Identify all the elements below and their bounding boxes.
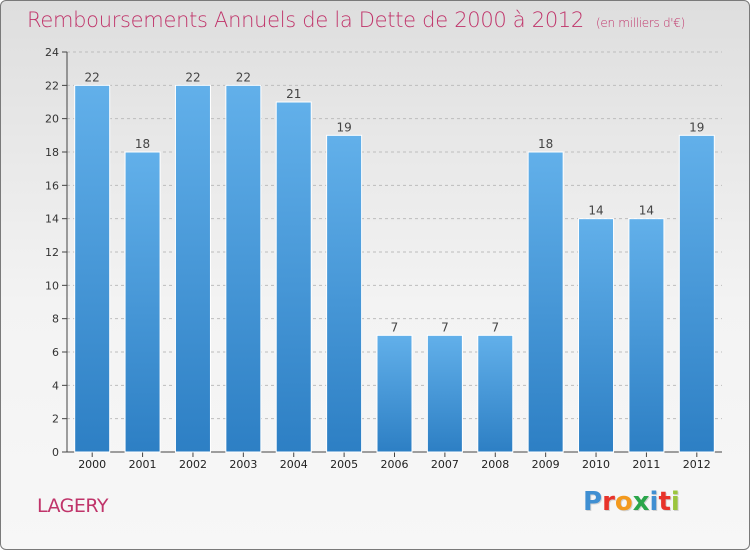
data-label: 7 <box>491 320 499 334</box>
bar-2005 <box>326 134 363 453</box>
x-tick-label: 2002 <box>179 458 207 471</box>
bar-2006 <box>376 334 413 453</box>
x-tick-label: 2004 <box>280 458 308 471</box>
chart-title-text: Remboursements Annuels de la Dette de 20… <box>27 8 584 32</box>
bar-2002 <box>174 84 211 453</box>
bar-2007 <box>426 334 463 453</box>
bar-2011 <box>628 218 665 453</box>
chart-subtitle: (en milliers d'€) <box>596 16 686 30</box>
bar-2009 <box>527 151 564 453</box>
bar-2000 <box>74 84 111 453</box>
chart-title: Remboursements Annuels de la Dette de 20… <box>27 8 685 32</box>
y-tick-label: 10 <box>45 279 59 292</box>
data-label: 14 <box>639 204 654 218</box>
logo-letter: o <box>614 487 633 517</box>
data-label: 14 <box>588 204 603 218</box>
logo-letter: i <box>670 487 680 517</box>
data-label: 18 <box>135 137 150 151</box>
data-labels: 22 18 22 22 21 19 7 7 7 18 14 14 19 <box>85 70 705 334</box>
location-name: LAGERY <box>37 495 109 517</box>
logo-letter: x <box>632 487 650 517</box>
x-tick-label: 2010 <box>582 458 610 471</box>
logo-letter: i <box>649 487 659 517</box>
bar-2010 <box>578 218 615 453</box>
logo-letter: t <box>658 487 671 517</box>
data-label: 19 <box>689 120 704 134</box>
data-label: 22 <box>185 70 200 84</box>
bar-2001 <box>124 151 161 453</box>
logo-letter: P <box>583 487 603 517</box>
x-tick-label: 2003 <box>229 458 257 471</box>
data-label: 19 <box>336 120 351 134</box>
y-tick-label: 2 <box>52 413 59 426</box>
y-tick-label: 20 <box>45 113 59 126</box>
x-tick-label: 2001 <box>129 458 157 471</box>
bar-2004 <box>275 101 312 453</box>
x-tick-label: 2009 <box>532 458 560 471</box>
data-label: 7 <box>441 320 449 334</box>
x-tick-label: 2007 <box>431 458 459 471</box>
y-tick-label: 16 <box>45 179 59 192</box>
data-label: 7 <box>391 320 399 334</box>
bar-2003 <box>225 84 262 453</box>
y-tick-label: 22 <box>45 79 59 92</box>
bar-2012 <box>678 134 715 453</box>
y-tick-label: 8 <box>52 313 59 326</box>
y-tick-label: 0 <box>52 446 59 459</box>
y-tick-label: 12 <box>45 246 59 259</box>
x-tick-label: 2008 <box>481 458 509 471</box>
x-tick-label: 2000 <box>78 458 106 471</box>
data-label: 21 <box>286 87 301 101</box>
proxiti-logo: Proxiti <box>583 487 680 517</box>
x-tick-label: 2006 <box>381 458 409 471</box>
x-tick-label: 2005 <box>330 458 358 471</box>
data-label: 22 <box>85 70 100 84</box>
data-label: 22 <box>236 70 251 84</box>
y-tick-label: 14 <box>45 213 59 226</box>
y-tick-label: 4 <box>52 379 59 392</box>
x-tick-label: 2012 <box>683 458 711 471</box>
logo-letter: r <box>602 487 615 517</box>
y-tick-label: 24 <box>45 46 59 59</box>
x-tick-label: 2011 <box>632 458 660 471</box>
data-label: 18 <box>538 137 553 151</box>
y-tick-label: 18 <box>45 146 59 159</box>
bars <box>74 84 715 453</box>
y-tick-label: 6 <box>52 346 59 359</box>
bar-2008 <box>477 334 514 453</box>
